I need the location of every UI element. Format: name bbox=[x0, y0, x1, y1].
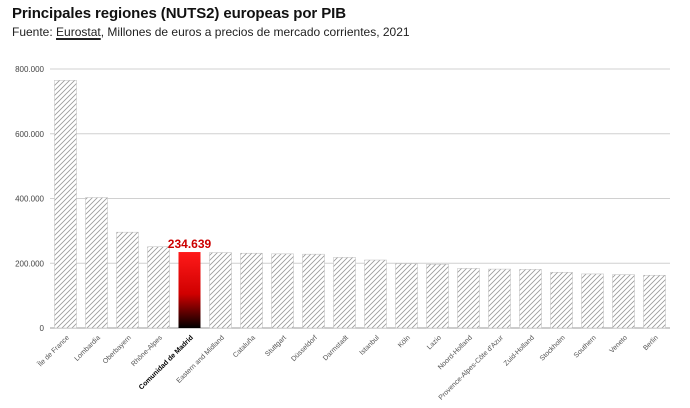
x-tick-label: Lombardia bbox=[74, 334, 102, 362]
y-tick-label: 200.000 bbox=[15, 259, 44, 268]
bar bbox=[271, 253, 294, 329]
bar bbox=[643, 274, 666, 329]
subtitle-prefix: Fuente: bbox=[12, 25, 57, 39]
chart-subtitle: Fuente: Eurostat, Millones de euros a pr… bbox=[12, 25, 410, 39]
data-label: 234.639 bbox=[168, 237, 212, 251]
x-tick-label: Comunidad de Madrid bbox=[138, 334, 195, 391]
bar bbox=[457, 268, 480, 329]
bar bbox=[426, 263, 449, 329]
subtitle-suffix: , Millones de euros a precios de mercado… bbox=[100, 25, 410, 39]
x-tick-label: Île de France bbox=[35, 333, 71, 369]
bar bbox=[178, 252, 201, 328]
bar bbox=[54, 80, 77, 329]
bar bbox=[364, 259, 387, 329]
bar bbox=[116, 231, 139, 329]
x-tick-label: Lazio bbox=[426, 334, 443, 351]
bar bbox=[581, 273, 604, 329]
bar bbox=[240, 252, 263, 329]
x-tick-label: Southern bbox=[573, 334, 598, 359]
x-tick-label: Zuid-Holland bbox=[503, 334, 536, 367]
x-tick-label: Stuttgart bbox=[264, 334, 288, 358]
bar bbox=[209, 252, 232, 329]
bar bbox=[85, 197, 108, 329]
y-tick-label: 400.000 bbox=[15, 195, 44, 204]
chart-title: Principales regiones (NUTS2) europeas po… bbox=[12, 5, 346, 22]
y-tick-label: 600.000 bbox=[15, 130, 44, 139]
x-tick-label: Cataluña bbox=[232, 334, 257, 359]
y-tick-label: 800.000 bbox=[15, 65, 44, 74]
bar bbox=[550, 272, 573, 329]
x-tick-label: Berlin bbox=[642, 334, 660, 352]
source-link[interactable]: Eurostat bbox=[56, 25, 101, 39]
bar bbox=[147, 246, 170, 329]
x-tick-label: Köln bbox=[397, 334, 412, 349]
x-tick-label: Düsseldorf bbox=[290, 334, 319, 363]
x-tick-label: Rhône-Alpes bbox=[130, 334, 164, 368]
x-tick-label: Darmstadt bbox=[322, 334, 350, 362]
y-tick-label: 0 bbox=[40, 324, 45, 333]
bar bbox=[519, 269, 542, 329]
bar bbox=[333, 257, 356, 329]
bar bbox=[488, 268, 511, 329]
bar bbox=[302, 253, 325, 329]
x-tick-label: Stockholm bbox=[539, 334, 567, 362]
x-tick-label: Istanbul bbox=[359, 334, 382, 357]
x-tick-label: Veneto bbox=[609, 334, 629, 354]
x-tick-label: Oberbayern bbox=[102, 334, 133, 365]
bar bbox=[612, 274, 635, 329]
x-tick-label: Provence-Alpes-Côte d'Azur bbox=[438, 334, 506, 402]
bar bbox=[395, 263, 418, 329]
